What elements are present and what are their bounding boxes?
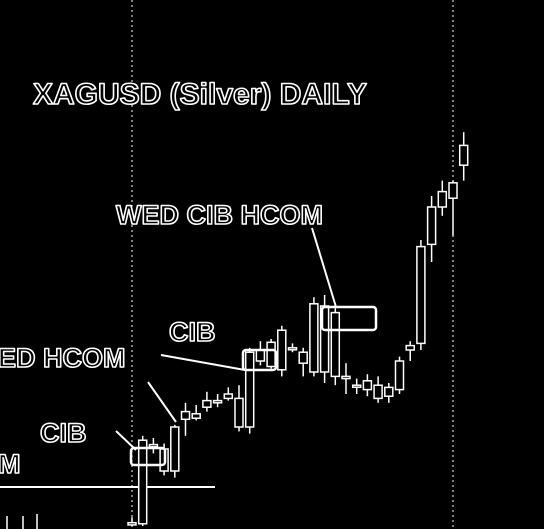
candle-body	[170, 426, 180, 472]
m-label: M	[0, 449, 21, 479]
candle-body	[234, 397, 244, 428]
annotation-pointers	[115, 227, 337, 451]
candle-body	[180, 410, 191, 421]
chart-title: XAGUSD (Silver) DAILY	[33, 78, 367, 111]
candle-body	[362, 380, 373, 391]
candle-body	[426, 206, 437, 246]
cib-box-2	[241, 348, 278, 372]
candle-body	[202, 399, 212, 408]
candle-body	[255, 349, 266, 362]
candle-body	[448, 182, 458, 199]
wed-hcom-label: ED HCOM	[0, 343, 126, 373]
cib-label-1: CIB	[40, 418, 87, 448]
wed-cib-hcom-label: WED CIB HCOM	[116, 200, 323, 230]
candle-body	[384, 386, 394, 397]
candle-body	[298, 351, 308, 364]
candles	[127, 132, 469, 526]
candle-body	[351, 384, 362, 388]
candle-body	[330, 311, 341, 378]
candle-body	[373, 384, 383, 400]
candle-body	[223, 393, 234, 400]
candle-body	[287, 347, 298, 351]
candle-body	[394, 360, 405, 391]
left-edge-candles	[6, 514, 38, 529]
candle-body	[212, 399, 223, 404]
candle-body	[266, 341, 276, 368]
candle-body	[127, 521, 137, 526]
candle-body	[341, 375, 351, 380]
cib-box-1	[129, 446, 167, 467]
candle-body	[191, 413, 201, 419]
candle-body	[148, 443, 159, 448]
candle-body	[277, 329, 287, 371]
candle-body	[309, 303, 319, 373]
candle-body	[137, 439, 148, 525]
wed-cib-hcom-box	[320, 305, 378, 332]
candle-body	[458, 144, 469, 166]
cib-label-2: CIB	[169, 317, 216, 347]
candle-body	[437, 190, 448, 208]
candle-body	[405, 344, 415, 351]
candle-body	[416, 245, 426, 345]
candle-body	[244, 351, 255, 428]
